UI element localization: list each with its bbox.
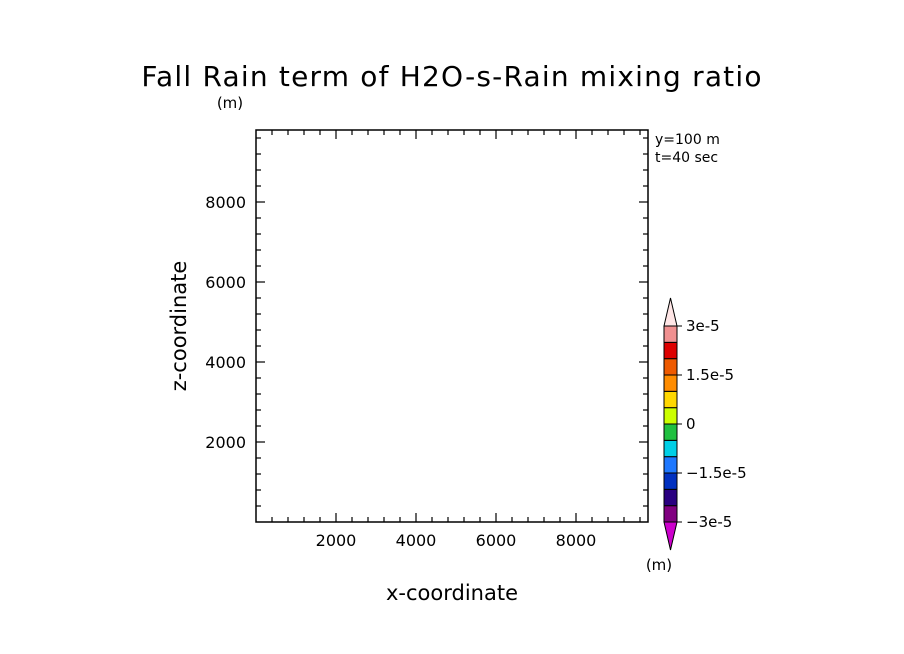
colorbar-segment <box>663 358 678 376</box>
colorbar-segment <box>663 407 678 425</box>
colorbar-segment <box>663 472 678 490</box>
y-tick-label: 8000 <box>205 193 246 212</box>
y-tick-label: 4000 <box>205 353 246 372</box>
y-axis-label: z-coordinate <box>167 261 191 392</box>
colorbar-labels: 3e-5 1.5e-5 0 −1.5e-5 −3e-5 <box>677 317 747 531</box>
colorbar-high-extension <box>663 297 678 327</box>
annotation-time: t=40 sec <box>655 150 718 166</box>
colorbar <box>663 297 678 551</box>
x-tick-label: 8000 <box>556 531 597 550</box>
y-axis-unit: (m) <box>217 94 243 112</box>
colorbar-label: 0 <box>686 415 696 433</box>
colorbar-segment <box>663 456 678 474</box>
colorbar-label: −3e-5 <box>686 513 732 531</box>
annotation-y-position: y=100 m <box>655 132 720 148</box>
colorbar-segment <box>663 341 678 360</box>
colorbar-segment <box>663 390 678 409</box>
colorbar-segment <box>663 488 678 507</box>
y-axis-ticks <box>256 137 648 507</box>
colorbar-segment <box>663 423 678 441</box>
x-tick-label: 2000 <box>316 531 357 550</box>
colorbar-segment <box>663 374 678 392</box>
plot-area <box>255 129 649 523</box>
x-tick-label: 6000 <box>476 531 517 550</box>
y-tick-label: 6000 <box>205 273 246 292</box>
y-axis-tick-labels: 2000 4000 6000 8000 <box>205 193 246 452</box>
colorbar-segment <box>663 505 678 523</box>
x-axis-tick-labels: 2000 4000 6000 8000 <box>316 531 597 550</box>
x-tick-label: 4000 <box>396 531 437 550</box>
colorbar-label: 3e-5 <box>686 317 720 335</box>
colorbar-segment <box>663 439 678 458</box>
y-tick-label: 2000 <box>205 433 246 452</box>
colorbar-unit: (m) <box>646 556 672 574</box>
colorbar-low-extension <box>663 521 678 551</box>
colorbar-label: −1.5e-5 <box>686 464 747 482</box>
colorbar-segment <box>663 325 678 343</box>
x-axis-label: x-coordinate <box>386 581 518 605</box>
colorbar-label: 1.5e-5 <box>686 366 734 384</box>
x-axis-ticks <box>271 130 641 522</box>
chart-title: Fall Rain term of H2O-s-Rain mixing rati… <box>141 60 762 93</box>
